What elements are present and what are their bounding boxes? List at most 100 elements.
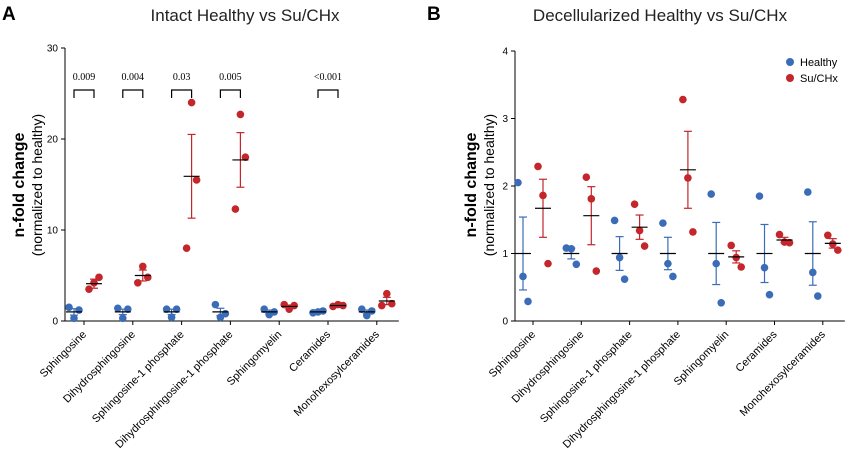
panel-b-category-label: Sphingosine	[487, 329, 538, 380]
panel-b-healthy-point	[620, 275, 629, 283]
panel-b-healthy-point	[664, 259, 672, 268]
panel-b-su-chx-point	[824, 231, 832, 240]
panel-b-healthy-point	[765, 290, 774, 299]
panel-b-su-chx-point	[727, 241, 735, 250]
panel-b-healthy-point	[760, 263, 769, 272]
panel-a-su-chx-point	[134, 278, 142, 287]
panel-b-healthy-point	[804, 188, 812, 196]
legend: Healthy Su/CHx	[786, 57, 838, 85]
legend-su-chx-label: Su/CHx	[800, 73, 838, 85]
panel-b-su-chx-point	[689, 228, 697, 236]
panel-a-su-chx-point	[187, 98, 196, 107]
panel-b-su-chx-point	[679, 95, 687, 104]
panel-a-healthy-point	[65, 303, 73, 312]
panel-b-healthy-point	[610, 216, 619, 225]
panel-b-y-tick-label: 2	[502, 182, 508, 193]
panel-a-y-tick-label: 0	[52, 317, 58, 328]
panel-b-healthy-point	[755, 192, 764, 200]
panel-b-su-chx-point	[684, 174, 692, 182]
panel-b-healthy-point	[615, 253, 624, 262]
panel-b-y-tick-label: 1	[502, 249, 508, 260]
panel-b-y-tick-label: 4	[502, 47, 508, 58]
panel-a-su-chx-point	[85, 285, 93, 293]
panel-b-su-chx-point	[829, 240, 837, 248]
panel-b-healthy-point	[707, 190, 715, 198]
panel-a-su-chx-point	[95, 273, 103, 282]
panel-b-su-chx-point	[544, 259, 552, 268]
panel-a-significance-bracket	[122, 89, 144, 98]
panel-a-p-value: 0.03	[173, 72, 191, 83]
panel-b-su-chx-point	[592, 267, 601, 275]
panel-a-category-label: Monohexosylceramides	[292, 328, 383, 419]
panel-a-significance-bracket	[73, 89, 95, 98]
panel-a-y-tick-label: 30	[47, 44, 59, 55]
panel-b-su-chx-point	[582, 173, 591, 182]
legend-su-chx-marker	[786, 74, 794, 82]
panel-b-su-chx-point	[630, 200, 639, 209]
panel-a-su-chx-point	[378, 301, 386, 310]
panel-a-su-chx-point	[231, 205, 240, 213]
panel-a-su-chx-point	[290, 301, 299, 310]
panel-a-su-chx-point	[192, 176, 201, 184]
panel-a-healthy-point	[368, 307, 376, 315]
panel-a-healthy-point	[75, 306, 83, 314]
panel-b-y-tick-label: 0	[502, 317, 508, 328]
panel-a-title: Intact Healthy vs Su/CHx	[151, 6, 340, 25]
panel-a-healthy-point	[172, 305, 181, 313]
panel-b-su-chx-point	[640, 242, 649, 250]
panel-a-significance-bracket	[317, 89, 339, 98]
panel-b-healthy-point	[669, 272, 677, 281]
panel-a-p-value: 0.004	[122, 72, 145, 83]
panel-a-category-label: Sphingosine	[38, 329, 89, 380]
panel-b-su-chx-point	[732, 253, 740, 262]
panel-a-y-tick-label: 10	[47, 226, 59, 237]
panel-a-su-chx-point	[182, 244, 191, 252]
panel-a-healthy-point	[70, 314, 78, 323]
panel-b-healthy-point	[514, 178, 522, 187]
panel-a-healthy-point	[358, 305, 366, 313]
panel-a-significance-bracket	[219, 89, 241, 98]
panel-b-title: Decellularized Healthy vs Su/CHx	[533, 6, 788, 25]
panel-b-healthy-point	[659, 219, 667, 227]
panel-b-su-chx-point	[587, 195, 596, 203]
panel-a-p-value: 0.005	[219, 72, 242, 83]
panel-b-su-chx-point	[775, 230, 784, 239]
panel-a-plot: 0102030SphingosineDihydrosphingosineSphi…	[38, 44, 399, 451]
panel-b-letter: B	[427, 4, 441, 25]
panel-a-healthy-point	[319, 307, 327, 315]
panel-b-healthy-point	[567, 244, 576, 253]
panel-a-category-label: Ceramides	[287, 328, 333, 374]
panel-a-healthy-point	[162, 305, 171, 313]
panel-b-healthy-point	[524, 297, 532, 306]
panel-b-healthy-point	[814, 292, 822, 300]
panel-b-category-label: Monohexosylceramides	[738, 328, 829, 419]
panel-a-letter: A	[2, 4, 16, 25]
panel-b-category-label: Sphingosine-1 phosphate	[538, 329, 635, 426]
panel-a-healthy-point	[114, 304, 122, 313]
panel-a-p-value: <0.001	[314, 72, 342, 83]
panel-a-su-chx-point	[388, 299, 396, 308]
panel-a-su-chx-point	[144, 273, 152, 282]
panel-b-ylabel: n-fold change	[463, 132, 480, 237]
panel-b-su-chx-point	[635, 226, 644, 235]
panel-a-su-chx-point	[383, 289, 391, 298]
panel-b-ylabel-sub: (normalized to healthy)	[481, 114, 497, 256]
panel-b-su-chx-point	[539, 191, 547, 200]
panel-b-healthy-point	[717, 298, 725, 307]
panel-a-category-label: Sphingosine-1 phosphate	[90, 329, 187, 426]
panel-a-su-chx-point	[90, 278, 98, 287]
legend-healthy-marker	[786, 58, 794, 66]
panel-a-healthy-point	[119, 314, 127, 323]
panel-a-su-chx-point	[236, 110, 245, 119]
panel-a-su-chx-point	[139, 262, 147, 271]
panel-a-ylabel-sub: (normalized to healthy)	[29, 114, 45, 256]
panel-b-su-chx-point	[785, 238, 794, 247]
panel-a-healthy-point	[124, 305, 132, 313]
panel-a-healthy-point	[363, 311, 371, 320]
panel-a-healthy-point	[260, 305, 269, 313]
panel-b-healthy-point	[712, 259, 720, 268]
panel-a-healthy-point	[167, 313, 176, 322]
panel-b-category-label: Ceramides	[734, 328, 780, 374]
panel-a-p-value: 0.009	[73, 72, 96, 83]
